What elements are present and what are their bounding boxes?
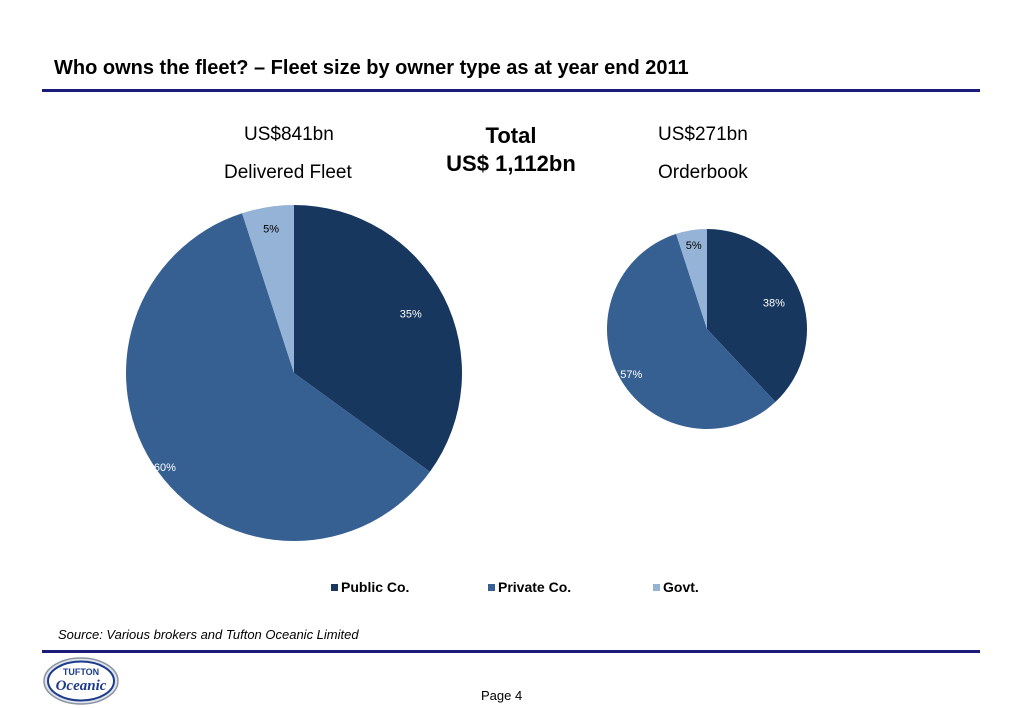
pie1-label-private: 57%	[620, 369, 642, 381]
pie0-slice-govt	[242, 205, 294, 373]
pie1-label-public: 38%	[763, 297, 785, 309]
orderbook-value: US$271bn	[658, 124, 748, 145]
total-value: US$ 1,112bn	[446, 151, 576, 176]
page-title: Who owns the fleet? – Fleet size by owne…	[54, 57, 689, 79]
total-block: Total US$ 1,112bn	[411, 122, 611, 178]
pie0-slice-public	[294, 205, 463, 472]
legend-swatch-govt	[653, 583, 660, 591]
legend-item-private: Private Co.	[488, 579, 571, 595]
pie1-slice-public	[707, 229, 808, 402]
pie1-slice-private	[606, 233, 776, 429]
svg-text:Oceanic: Oceanic	[56, 678, 107, 694]
title-divider	[42, 89, 980, 92]
legend-label-private: Private Co.	[498, 579, 572, 595]
pie0-slice-private	[125, 213, 430, 541]
orderbook-label: Orderbook	[658, 162, 748, 183]
pie1-label-govt: 5%	[686, 240, 702, 252]
legend-swatch-public	[331, 583, 338, 591]
delivered-fleet-pie: 35% 60% 5%	[125, 205, 463, 541]
legend-item-govt: Govt.	[653, 579, 699, 595]
legend-swatch-private	[488, 583, 495, 591]
legend-label-public: Public Co.	[341, 579, 410, 595]
delivered-value: US$841bn	[244, 124, 334, 145]
source-note: Source: Various brokers and Tufton Ocean…	[58, 627, 359, 642]
orderbook-pie: 38% 57% 5%	[606, 229, 808, 429]
tufton-oceanic-logo: TUFTON Oceanic	[43, 657, 119, 705]
delivered-label: Delivered Fleet	[224, 162, 352, 183]
pie1-slice-govt	[676, 229, 707, 329]
footer-divider	[42, 650, 980, 653]
page-number: Page 4	[481, 688, 523, 703]
pie0-label-private: 60%	[154, 462, 176, 474]
pie0-label-public: 35%	[400, 309, 422, 321]
svg-text:TUFTON: TUFTON	[63, 667, 99, 677]
legend-label-govt: Govt.	[663, 579, 699, 595]
pie0-label-govt: 5%	[263, 224, 279, 236]
legend-item-public: Public Co.	[331, 579, 409, 595]
total-label: Total	[485, 123, 537, 148]
